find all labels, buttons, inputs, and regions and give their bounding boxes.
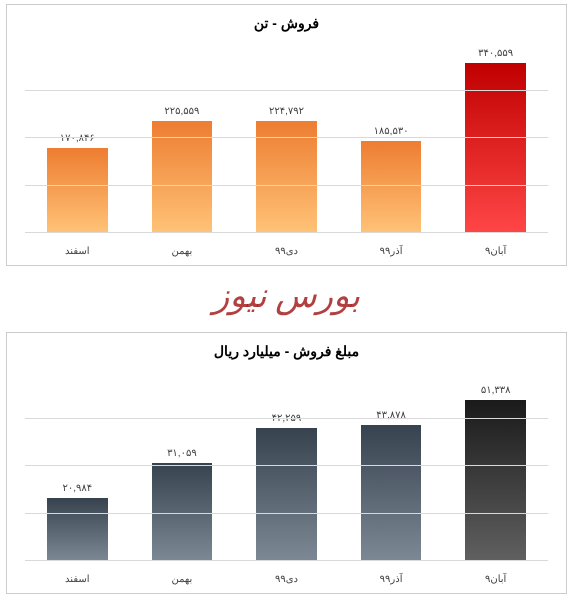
- bar-slot: ۲۲۴,۷۹۲: [234, 43, 339, 233]
- chart1-bars: ۱۷۰,۸۴۶ ۲۲۵,۵۵۹ ۲۲۴,۷۹۲ ۱۸۵,۵۳۰ ۳۴۰,۵۵۹: [25, 43, 548, 233]
- chart1-xlabels: اسفندبهمندی۹۹آذر۹۹آبان۹: [25, 246, 548, 257]
- x-axis-label: آذر۹۹: [339, 246, 444, 257]
- bar: [361, 425, 422, 561]
- bar-value-label: ۴۲,۲۵۹: [272, 413, 302, 424]
- gridline: [25, 185, 548, 186]
- x-axis-label: بهمن: [130, 574, 235, 585]
- x-axis-label: آذر۹۹: [339, 574, 444, 585]
- x-axis-label: بهمن: [130, 246, 235, 257]
- x-axis-label: اسفند: [25, 574, 130, 585]
- watermark: بورس نیوز: [0, 276, 573, 316]
- chart-sales-rial: مبلغ فروش - میلیارد ریال ۲۰,۹۸۴ ۳۱,۰۵۹ ۴۲,…: [6, 332, 567, 594]
- bar: [465, 63, 526, 233]
- x-axis-label: دی۹۹: [234, 574, 339, 585]
- chart2-xlabels: اسفندبهمندی۹۹آذر۹۹آبان۹: [25, 574, 548, 585]
- chart2-plot: ۲۰,۹۸۴ ۳۱,۰۵۹ ۴۲,۲۵۹ ۴۳,۸۷۸ ۵۱,۳۳۸: [25, 371, 548, 561]
- x-axis-label: اسفند: [25, 246, 130, 257]
- bar-slot: ۴۳,۸۷۸: [339, 371, 444, 561]
- bar-value-label: ۴۳,۸۷۸: [376, 410, 406, 421]
- bar-slot: ۲۲۵,۵۵۹: [130, 43, 235, 233]
- bar-value-label: ۲۰,۹۸۴: [62, 483, 92, 494]
- bar-slot: ۵۱,۳۳۸: [443, 371, 548, 561]
- bar: [465, 400, 526, 562]
- chart-sales-tons: فروش - تن ۱۷۰,۸۴۶ ۲۲۵,۵۵۹ ۲۲۴,۷۹۲ ۱۸۵,۵۳۰ ۳۴…: [6, 4, 567, 266]
- gridline: [25, 137, 548, 138]
- bar-value-label: ۲۲۵,۵۵۹: [164, 106, 199, 117]
- bar-value-label: ۱۷۰,۸۴۶: [60, 133, 95, 144]
- gridline: [25, 465, 548, 466]
- bar-slot: ۱۷۰,۸۴۶: [25, 43, 130, 233]
- chart2-title: مبلغ فروش - میلیارد ریال: [7, 333, 566, 364]
- bar-value-label: ۳۴۰,۵۵۹: [478, 48, 513, 59]
- gridline: [25, 513, 548, 514]
- bar: [47, 148, 108, 233]
- bar-slot: ۱۸۵,۵۳۰: [339, 43, 444, 233]
- gridline: [25, 232, 548, 233]
- bar-value-label: ۲۲۴,۷۹۲: [269, 106, 304, 117]
- chart1-plot: ۱۷۰,۸۴۶ ۲۲۵,۵۵۹ ۲۲۴,۷۹۲ ۱۸۵,۵۳۰ ۳۴۰,۵۵۹: [25, 43, 548, 233]
- bar-value-label: ۳۱,۰۵۹: [167, 448, 197, 459]
- bar: [361, 141, 422, 234]
- gridline: [25, 560, 548, 561]
- x-axis-label: آبان۹: [443, 574, 548, 585]
- chart1-title: فروش - تن: [7, 5, 566, 36]
- bar: [256, 428, 317, 561]
- chart2-bars: ۲۰,۹۸۴ ۳۱,۰۵۹ ۴۲,۲۵۹ ۴۳,۸۷۸ ۵۱,۳۳۸: [25, 371, 548, 561]
- bar-slot: ۴۲,۲۵۹: [234, 371, 339, 561]
- gridline: [25, 418, 548, 419]
- x-axis-label: دی۹۹: [234, 246, 339, 257]
- bar-slot: ۳۱,۰۵۹: [130, 371, 235, 561]
- gridline: [25, 90, 548, 91]
- bar-value-label: ۵۱,۳۳۸: [481, 385, 511, 396]
- x-axis-label: آبان۹: [443, 246, 548, 257]
- bar-value-label: ۱۸۵,۵۳۰: [374, 126, 409, 137]
- bar: [47, 498, 108, 561]
- bar-slot: ۲۰,۹۸۴: [25, 371, 130, 561]
- bar-slot: ۳۴۰,۵۵۹: [443, 43, 548, 233]
